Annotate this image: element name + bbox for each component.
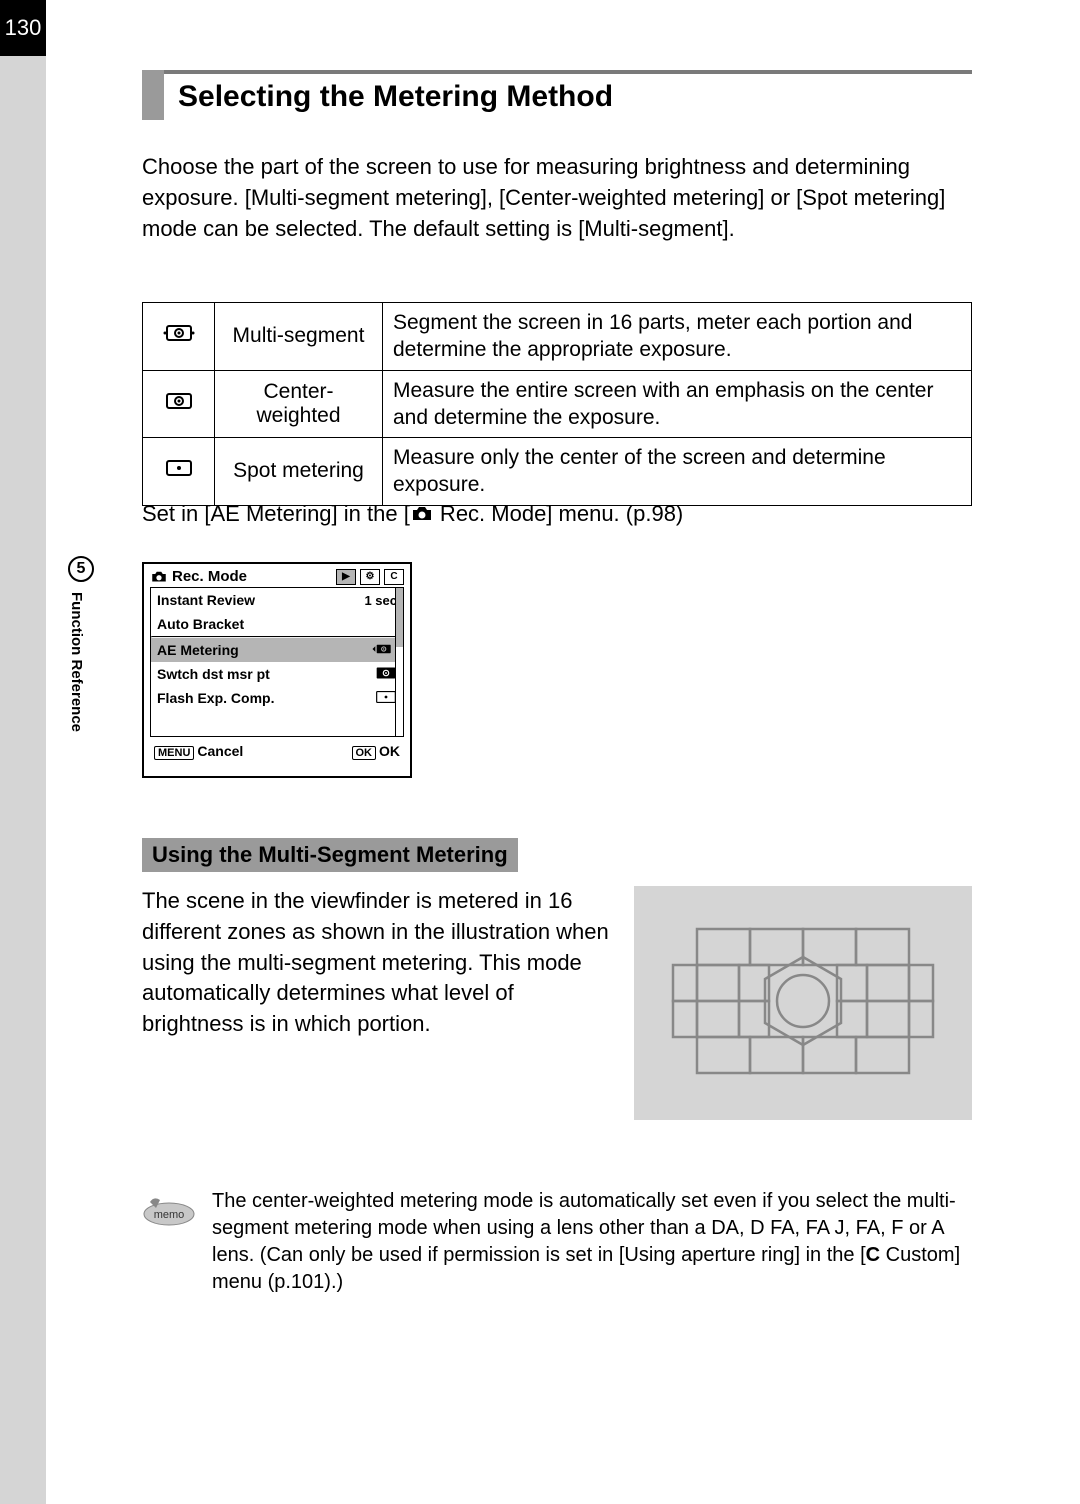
table-row: Center-weighted Measure the entire scree…: [143, 370, 972, 438]
ok-key-icon: OK: [352, 746, 377, 760]
lcd-cancel: MENUCancel: [154, 743, 243, 759]
page-title: Selecting the Metering Method: [164, 70, 972, 120]
metering-desc: Measure the entire screen with an emphas…: [383, 370, 972, 438]
ok-label: OK: [379, 743, 400, 759]
lcd-footer: MENUCancel OKOK: [144, 737, 410, 759]
lcd-row-label: Instant Review: [157, 592, 255, 608]
menu-key-icon: MENU: [154, 746, 194, 760]
metering-center-icon: [143, 370, 215, 438]
lcd-body: Instant Review 1 sec Auto Bracket AE Met…: [150, 587, 404, 737]
lcd-row: Auto Bracket: [151, 612, 403, 636]
metering-name: Center-weighted: [215, 370, 383, 438]
table-row: Spot metering Measure only the center of…: [143, 438, 972, 506]
camera-icon: [150, 570, 168, 584]
intro-paragraph: Choose the part of the screen to use for…: [142, 152, 972, 244]
lcd-tab: C: [384, 569, 404, 585]
svg-text:memo: memo: [154, 1209, 185, 1221]
section-number-badge: 5: [68, 556, 94, 582]
lcd-tab: ⚙: [360, 569, 380, 585]
set-in-suffix: Rec. Mode] menu. (p.98): [434, 501, 683, 526]
lcd-row-value-icon: [369, 642, 397, 659]
lcd-row: Instant Review 1 sec: [151, 588, 403, 612]
subheading: Using the Multi-Segment Metering: [142, 838, 518, 872]
memo-custom-c: C: [866, 1244, 880, 1266]
camera-icon: [410, 505, 434, 523]
lcd-title: Rec. Mode: [172, 568, 332, 585]
table-row: Multi-segment Segment the screen in 16 p…: [143, 303, 972, 371]
memo-icon: memo: [142, 1188, 196, 1233]
lcd-ok: OKOK: [352, 743, 401, 759]
lcd-row-selected: AE Metering: [151, 638, 403, 662]
page-content: Selecting the Metering Method Choose the…: [46, 0, 1080, 1504]
set-in-text: Set in [AE Metering] in the [ Rec. Mode]…: [142, 501, 683, 527]
page-number: 130: [0, 0, 46, 56]
lcd-row-label: Flash Exp. Comp.: [157, 690, 274, 706]
zones-illustration: [634, 886, 972, 1120]
metering-desc: Measure only the center of the screen an…: [383, 438, 972, 506]
lcd-row: Swtch dst msr pt: [151, 662, 403, 686]
metering-table: Multi-segment Segment the screen in 16 p…: [142, 302, 972, 506]
lcd-row-label: AE Metering: [157, 642, 239, 658]
metering-desc: Segment the screen in 16 parts, meter ea…: [383, 303, 972, 371]
lcd-row: Flash Exp. Comp.: [151, 686, 403, 710]
metering-multi-icon: [143, 303, 215, 371]
metering-name: Multi-segment: [215, 303, 383, 371]
lcd-scrollbar: [395, 588, 403, 736]
lcd-header: Rec. Mode ▶ ⚙ C: [144, 564, 410, 587]
lcd-row-label: Auto Bracket: [157, 616, 244, 632]
lcd-row-value: 1 sec: [364, 593, 397, 608]
title-accent: [142, 70, 164, 120]
set-in-prefix: Set in [AE Metering] in the [: [142, 501, 410, 526]
memo-text: The center-weighted metering mode is aut…: [212, 1188, 972, 1296]
memo-block: memo The center-weighted metering mode i…: [142, 1188, 972, 1296]
multi-segment-paragraph: The scene in the viewfinder is metered i…: [142, 886, 612, 1040]
metering-name: Spot metering: [215, 438, 383, 506]
memo-prefix: The center-weighted metering mode is aut…: [212, 1190, 956, 1266]
cancel-label: Cancel: [197, 743, 243, 759]
zones-svg: [663, 913, 943, 1093]
title-bar: Selecting the Metering Method: [142, 70, 972, 120]
metering-spot-icon: [143, 438, 215, 506]
lcd-row-value-icon: [375, 666, 397, 683]
lcd-screenshot: Rec. Mode ▶ ⚙ C Instant Review 1 sec Aut…: [142, 562, 412, 778]
section-label: Function Reference: [68, 592, 85, 732]
lcd-row-label: Swtch dst msr pt: [157, 666, 270, 682]
lcd-tab: ▶: [336, 569, 356, 585]
lcd-row-value-icon: [375, 690, 397, 707]
